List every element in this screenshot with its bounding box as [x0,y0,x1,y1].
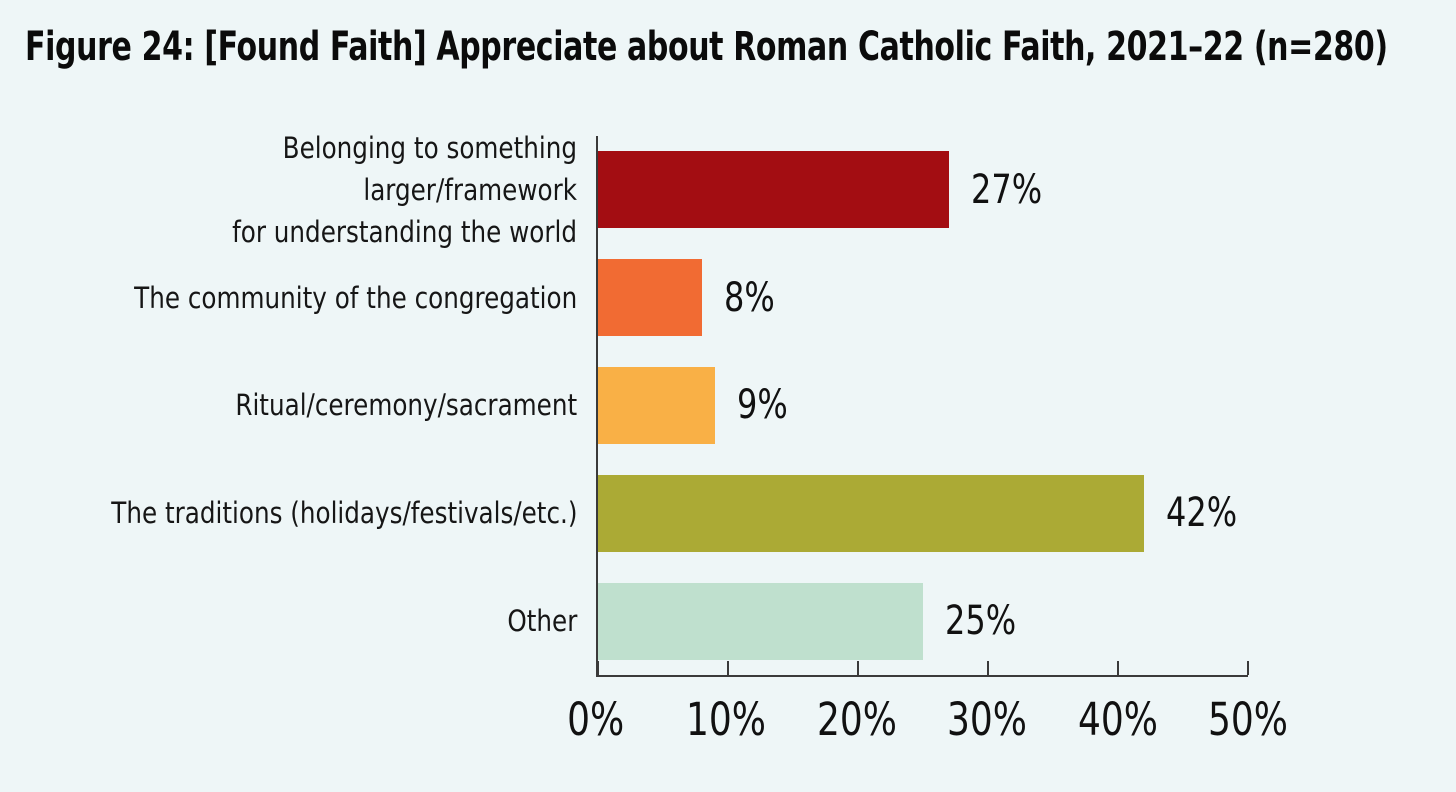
x-tick-mark [727,661,729,675]
x-tick-mark [1117,661,1119,675]
bar-row: The traditions (holidays/festivals/etc.)… [111,459,1248,567]
chart-title: Figure 24: [Found Faith] Appreciate abou… [25,24,1388,70]
bar-row: The community of the congregation 8% [134,244,1248,352]
x-tick-mark [857,661,859,675]
x-tick-mark [1247,661,1249,675]
category-label: Belonging to something larger/framework … [17,127,577,253]
x-tick-label: 50% [1207,693,1289,746]
category-label: Ritual/ceremony/sacrament [17,384,577,426]
x-tick-label: 10% [686,693,767,746]
x-tick-mark [987,661,989,675]
bar-row: Other 25% [507,567,1248,675]
x-tick-label: 40% [1077,693,1158,746]
x-tick-mark [597,661,599,675]
bar-row: Ritual/ceremony/sacrament 9% [235,352,1248,460]
x-tick-label: 0% [567,693,625,746]
bar [598,582,923,660]
category-label-text: Ritual/ceremony/sacrament [235,388,577,423]
category-label: The traditions (holidays/festivals/etc.) [17,492,577,534]
x-tick-label: 30% [947,693,1028,746]
plot-area: Belonging to something larger/framework … [111,131,1249,677]
value-label: 25% [945,598,1017,645]
bar [598,366,715,444]
x-tick-label: 20% [816,693,897,746]
bar [598,259,702,337]
value-label: 8% [724,274,775,321]
value-label: 9% [737,382,788,429]
bar [598,151,949,229]
value-label: 27% [971,166,1043,213]
category-label-text: The traditions (holidays/festivals/etc.) [110,496,577,531]
category-label-text: Other [507,604,577,639]
bar [598,474,1144,552]
category-label-text: The community of the congregation [133,280,577,315]
category-label: Other [17,600,577,642]
category-label-text: Belonging to something larger/framework … [232,130,577,249]
bar-row: Belonging to something larger/framework … [232,131,1248,249]
category-label: The community of the congregation [17,277,577,319]
x-axis-labels: 0% 10% 20% 30% 40% 50% [567,693,1288,757]
value-label: 42% [1166,490,1238,537]
